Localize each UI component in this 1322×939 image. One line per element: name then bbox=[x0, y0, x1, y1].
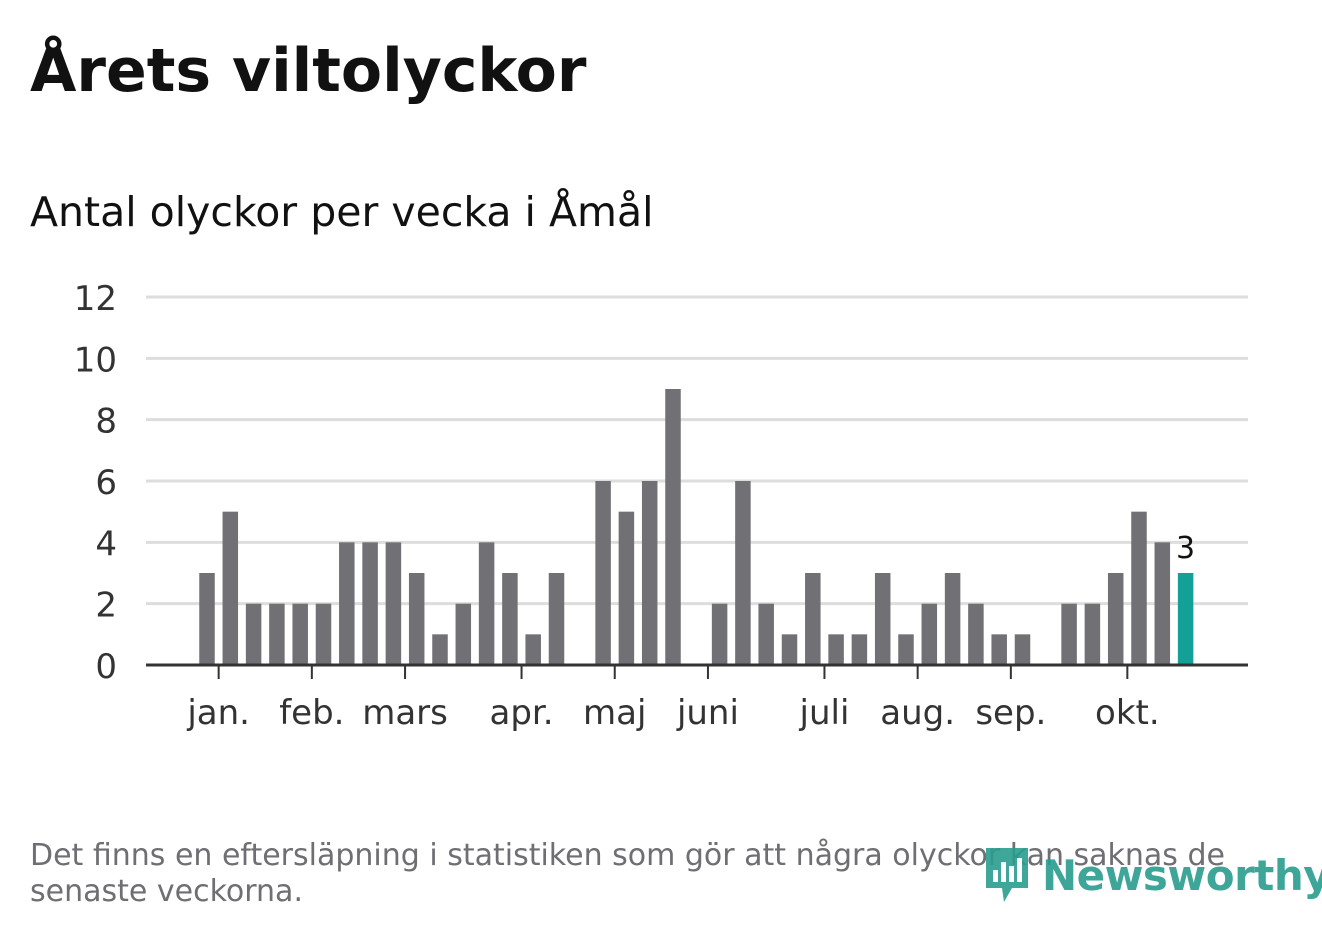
x-tick-label: juni bbox=[676, 693, 739, 733]
bar bbox=[944, 573, 961, 665]
bar bbox=[455, 603, 472, 665]
y-axis-ticks: 0 2 4 6 8 10 12 bbox=[74, 279, 117, 687]
bar bbox=[222, 511, 239, 665]
bar bbox=[641, 481, 658, 665]
bar bbox=[315, 603, 332, 665]
bar bbox=[478, 542, 495, 665]
bar bbox=[199, 573, 215, 665]
y-tick-label: 12 bbox=[74, 279, 117, 319]
x-tick-label: okt. bbox=[1095, 693, 1160, 733]
logo-text: Newsworthy bbox=[1042, 850, 1322, 900]
bar bbox=[1061, 603, 1077, 665]
bar bbox=[1107, 573, 1124, 665]
highlight-value-label: 3 bbox=[1176, 531, 1195, 566]
x-tick-label: apr. bbox=[490, 693, 554, 733]
chart-bubble-icon bbox=[986, 848, 1028, 902]
x-tick-label: aug. bbox=[880, 693, 955, 733]
x-tick-label: maj bbox=[583, 693, 646, 733]
bar bbox=[408, 573, 425, 665]
bar bbox=[385, 542, 402, 665]
bar bbox=[245, 603, 262, 665]
y-tick-label: 8 bbox=[95, 402, 117, 442]
x-tick-label: sep. bbox=[975, 693, 1046, 733]
bar-highlighted bbox=[1177, 573, 1194, 665]
bar bbox=[432, 634, 448, 665]
chart-subtitle: Antal olyckor per vecka i Åmål bbox=[30, 188, 654, 236]
bar bbox=[339, 542, 355, 665]
bar bbox=[758, 603, 774, 665]
bar bbox=[502, 573, 518, 665]
data-labels: 3 bbox=[1176, 531, 1195, 566]
grid-lines bbox=[146, 295, 1248, 606]
bar bbox=[292, 603, 308, 665]
newsworthy-logo: Newsworthy bbox=[982, 844, 1322, 906]
bar bbox=[991, 634, 1007, 665]
bar bbox=[525, 634, 541, 665]
bar bbox=[1131, 511, 1147, 665]
x-axis: jan. feb. mars apr. maj juni juli aug. sep. okt. bbox=[146, 663, 1248, 733]
bars bbox=[199, 389, 1194, 665]
bar bbox=[968, 603, 984, 665]
bar bbox=[921, 603, 938, 665]
x-tick-label: jan. bbox=[186, 693, 250, 733]
bar bbox=[711, 603, 728, 665]
x-tick-label: juli bbox=[799, 693, 850, 733]
bar bbox=[851, 634, 868, 665]
bar bbox=[1084, 603, 1101, 665]
bar bbox=[595, 481, 611, 665]
bar bbox=[828, 634, 844, 665]
bar bbox=[665, 389, 681, 665]
y-tick-label: 0 bbox=[95, 647, 117, 687]
bar bbox=[898, 634, 914, 665]
y-tick-label: 2 bbox=[95, 586, 117, 626]
bar bbox=[1014, 634, 1031, 665]
x-tick-label: feb. bbox=[279, 693, 344, 733]
y-tick-label: 6 bbox=[95, 463, 117, 503]
x-tick-label: mars bbox=[362, 693, 448, 733]
bar bbox=[1154, 542, 1171, 665]
y-tick-label: 10 bbox=[74, 340, 117, 380]
bar bbox=[618, 511, 635, 665]
bar bbox=[805, 573, 821, 665]
chart-title: Årets viltolyckor bbox=[30, 36, 587, 106]
bar bbox=[874, 573, 891, 665]
bar bbox=[781, 634, 798, 665]
bar bbox=[269, 603, 285, 665]
bar bbox=[735, 481, 751, 665]
bar bbox=[548, 573, 565, 665]
bar bbox=[362, 542, 378, 665]
y-tick-label: 4 bbox=[95, 524, 117, 564]
